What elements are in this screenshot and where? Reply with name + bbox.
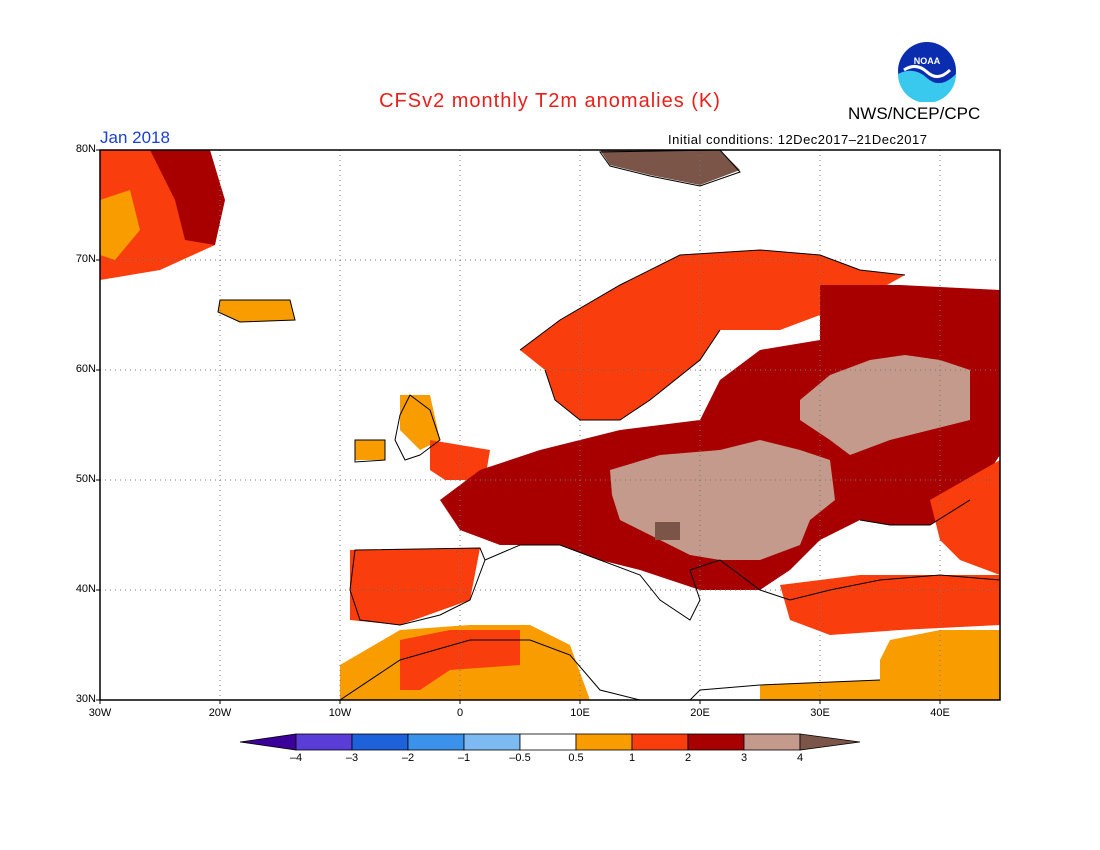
colorbar-segment-lt-neg4	[239, 733, 297, 751]
colorbar-segment-neg2-neg1	[407, 733, 465, 751]
lat-label-50n: 50N	[75, 473, 96, 485]
forecast-month-label: Jan 2018	[100, 128, 170, 147]
axis-ticks	[96, 149, 941, 704]
colorbar-label-2: 2	[684, 752, 692, 764]
colorbar-segment-2-3	[687, 733, 745, 751]
anomaly-region-greenland-p05	[100, 190, 140, 260]
anomaly-region-caucasus	[930, 460, 1000, 575]
colorbar-segment-neg05-05	[519, 733, 577, 751]
anomaly-region-central-europe-p2	[440, 285, 1000, 590]
colorbar-label-05: 0.5	[568, 752, 584, 764]
colorbar-label-neg1: –1	[457, 752, 471, 764]
colorbar-label-neg2: –2	[401, 752, 415, 764]
colorbar-segment-gt-4	[799, 733, 861, 751]
lon-label-0: 0	[456, 707, 464, 719]
colorbar-segment-1-2	[631, 733, 689, 751]
lat-label-60n: 60N	[75, 363, 96, 375]
noaa-logo-text: NOAA	[914, 56, 941, 66]
anomaly-region-iceland	[218, 300, 295, 322]
anomaly-region-balkan-p4	[655, 522, 680, 540]
lon-label-20w: 20W	[208, 707, 232, 719]
anomaly-region-greenland-p2	[150, 150, 225, 245]
anomaly-region-russia-p3	[800, 355, 970, 455]
colorbar-label-neg4: –4	[289, 752, 303, 764]
anomaly-region-svalbard	[600, 150, 740, 185]
map-frame	[99, 149, 1001, 701]
anomaly-region-iberia	[350, 548, 480, 625]
lat-label-70n: 70N	[75, 253, 96, 265]
lon-label-10w: 10W	[328, 707, 352, 719]
colorbar-label-neg05: –0.5	[509, 752, 531, 764]
colorbar-segment-neg4-neg3	[295, 733, 353, 751]
colorbar-label-1: 1	[628, 752, 636, 764]
lon-label-30w: 30W	[88, 707, 112, 719]
lon-label-40e: 40E	[930, 707, 950, 719]
colorbar-label-4: 4	[796, 752, 804, 764]
anomaly-field	[100, 150, 1000, 700]
lat-label-40n: 40N	[75, 583, 96, 595]
lat-label-80n: 80N	[75, 143, 96, 155]
anomaly-region-uk	[355, 395, 440, 460]
lon-label-20e: 20E	[690, 707, 710, 719]
noaa-logo-icon: NOAA	[898, 42, 956, 102]
colorbar-segment-05-1	[575, 733, 633, 751]
coastlines	[217, 150, 1000, 700]
lon-label-30e: 30E	[810, 707, 830, 719]
colorbar-segment-neg1-neg05	[463, 733, 521, 751]
map-title: CFSv2 monthly T2m anomalies (K)	[379, 90, 721, 112]
colorbar-segment-neg3-neg2	[351, 733, 409, 751]
graticule	[100, 150, 1000, 700]
colorbar-segment-3-4	[743, 733, 801, 751]
colorbar	[239, 733, 861, 751]
lat-label-30n: 30N	[75, 693, 96, 705]
initial-conditions-label: Initial conditions: 12Dec2017–21Dec2017	[668, 132, 928, 147]
anomaly-region-scandinavia	[520, 250, 905, 420]
lon-label-10e: 10E	[570, 707, 590, 719]
colorbar-label-neg3: –3	[345, 752, 359, 764]
organization-label: NWS/NCEP/CPC	[848, 104, 981, 123]
colorbar-label-3: 3	[740, 752, 748, 764]
anomaly-region-turkey	[780, 575, 1000, 635]
